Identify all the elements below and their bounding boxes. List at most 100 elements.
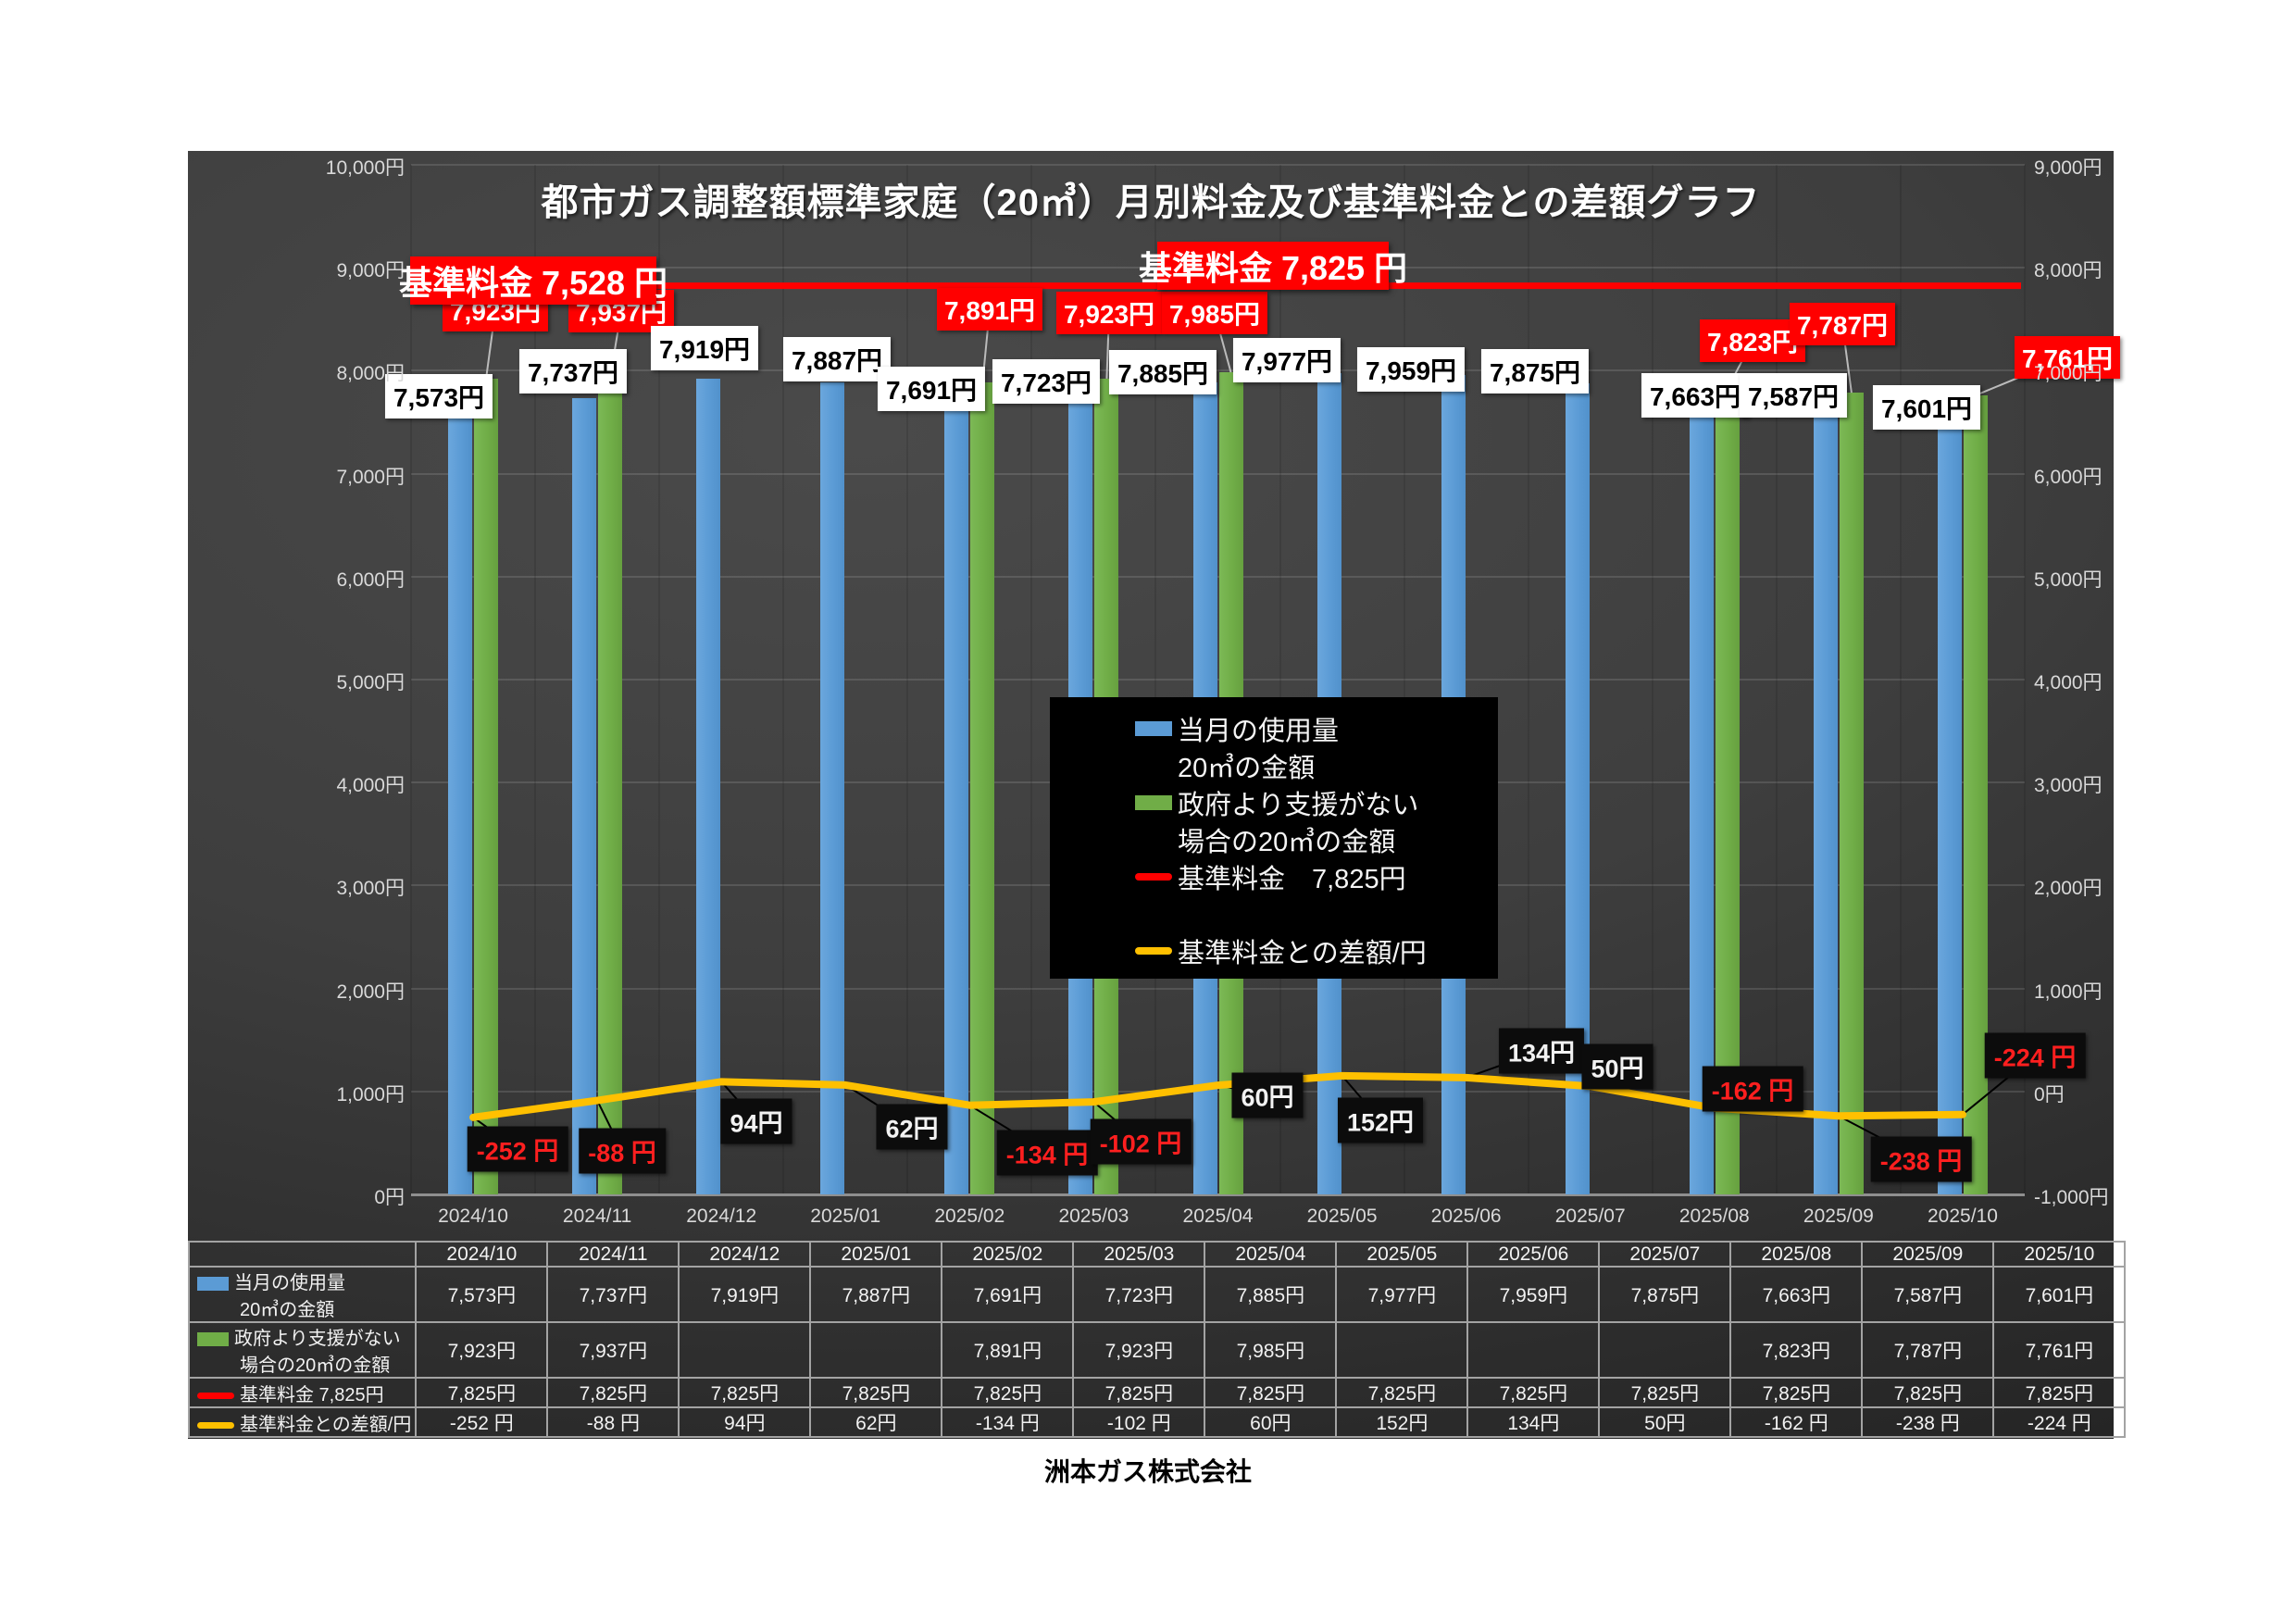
- legend-row: 場合の20㎥の金額: [1050, 821, 1498, 858]
- plot-band-separator: [534, 165, 537, 1194]
- plot-band-separator: [658, 165, 661, 1194]
- label-current-2025/08: 7,663円: [1641, 373, 1750, 418]
- bar-current-month-2025/08: [1689, 405, 1714, 1194]
- x-axis-label-2024/12: 2024/12: [686, 1206, 757, 1227]
- label-current-2024/10: 7,573円: [384, 374, 493, 418]
- table-cell: -102 円: [1072, 1406, 1206, 1438]
- left-axis-tick-6000: 6,000円: [336, 568, 405, 591]
- legend-green-bar-swatch: [197, 1332, 229, 1347]
- bar-no-subsidy-2024/11: [598, 377, 623, 1194]
- label-no-subsidy-2025/02: 7,891円: [936, 288, 1043, 331]
- left-axis-tick-10000: 10,000円: [325, 157, 405, 179]
- bar-no-subsidy-2025/09: [1839, 393, 1864, 1194]
- label-current-2025/02: 7,691円: [877, 367, 986, 411]
- table-row: 基準料金 7,825円 7,825円 7,825円 7,825円 7,825円 7,825…: [187, 1377, 2127, 1408]
- bar-current-month-2025/01: [820, 381, 845, 1194]
- legend-yellow-line-swatch: [1135, 947, 1172, 955]
- plot-band-separator: [1030, 165, 1033, 1194]
- table-cell: 134円: [1466, 1406, 1601, 1438]
- plot-band-separator: [410, 165, 412, 1194]
- row-label-line: 20㎥の金額: [240, 1300, 335, 1320]
- legend-row: 20㎥の金額: [1050, 747, 1498, 784]
- table-cell: 7,825円: [546, 1377, 680, 1408]
- x-axis-label-2025/03: 2025/03: [1058, 1206, 1129, 1227]
- label-difference-2025/01: 62円: [876, 1104, 948, 1150]
- x-axis-label-2025/04: 2025/04: [1182, 1206, 1254, 1227]
- table-cell: 7,737円: [546, 1266, 680, 1323]
- x-axis-label-2025/10: 2025/10: [1927, 1206, 1998, 1227]
- x-axis-label-2025/06: 2025/06: [1430, 1206, 1502, 1227]
- legend-yellow-line-swatch: [197, 1421, 234, 1429]
- table-month-header: 2024/11: [546, 1241, 680, 1268]
- table-cell: 7,723円: [1072, 1266, 1206, 1323]
- legend-label: 当月の使用量: [1178, 717, 1340, 746]
- legend: 当月の使用量 20㎥の金額 政府より支援がない 場合の20㎥の金額 基準料金 7,825…: [1050, 697, 1498, 979]
- gridline: [411, 987, 2025, 990]
- right-axis-tick-3000: 3,000円: [2034, 775, 2103, 797]
- table-cell: 7,825円: [1335, 1377, 1469, 1408]
- bar-no-subsidy-2024/10: [474, 378, 499, 1194]
- table-cell: [1335, 1321, 1469, 1379]
- label-no-subsidy-2025/08: 7,823円: [1699, 319, 1806, 362]
- table-cell: 7,825円: [678, 1377, 812, 1408]
- label-current-2025/09: 7,587円: [1739, 373, 1848, 418]
- row-label-line: 当月の使用量: [234, 1273, 345, 1293]
- label-difference-2025/09: -238 円: [1870, 1136, 1972, 1182]
- label-difference-2025/02: -134 円: [996, 1130, 1098, 1176]
- left-axis-tick-1000: 1,000円: [336, 1083, 405, 1106]
- legend-blue-bar-swatch: [197, 1277, 229, 1292]
- table-cell: 7,825円: [415, 1377, 549, 1408]
- left-axis-tick-2000: 2,000円: [336, 981, 405, 1003]
- x-axis-label-2024/11: 2024/11: [562, 1206, 632, 1227]
- x-axis-line: [411, 1193, 2025, 1196]
- label-difference-2025/04: 60円: [1231, 1072, 1304, 1118]
- label-current-2025/01: 7,887円: [782, 337, 892, 381]
- legend-green-bar-swatch: [1135, 795, 1172, 810]
- table-cell: 7,825円: [1861, 1377, 1995, 1408]
- legend-row: [1050, 895, 1498, 932]
- left-axis-tick-4000: 4,000円: [336, 775, 405, 797]
- table-cell: 62円: [809, 1406, 943, 1438]
- plot-band-separator: [906, 165, 909, 1194]
- right-axis-tick--1000: -1,000円: [2034, 1187, 2109, 1208]
- label-current-2025/04: 7,885円: [1108, 350, 1217, 394]
- plot-band-separator: [1775, 165, 1778, 1194]
- table-cell: 7,825円: [809, 1377, 943, 1408]
- table-cell: 7,887円: [809, 1266, 943, 1323]
- table-cell: -224 円: [1992, 1406, 2127, 1438]
- label-difference-2025/06: 134円: [1498, 1028, 1585, 1074]
- left-axis-tick-9000: 9,000円: [336, 260, 405, 282]
- label-no-subsidy-2025/09: 7,787円: [1789, 303, 1896, 345]
- table-cell: 7,959円: [1466, 1266, 1601, 1323]
- left-axis-tick-0: 0円: [374, 1187, 405, 1208]
- table-cell: 7,825円: [941, 1377, 1075, 1408]
- label-current-2025/05: 7,977円: [1232, 338, 1341, 382]
- bar-current-month-2025/02: [944, 402, 969, 1194]
- table-corner-cell: [187, 1241, 418, 1268]
- table-cell: 7,977円: [1335, 1266, 1469, 1323]
- right-axis-tick-2000: 2,000円: [2034, 878, 2103, 900]
- legend-row: 基準料金との差額/円: [1050, 932, 1498, 969]
- table-row-label: 基準料金 7,825円: [187, 1377, 418, 1408]
- company-name: 洲本ガス株式会社: [1043, 1457, 1252, 1486]
- x-axis-label-2025/09: 2025/09: [1803, 1206, 1874, 1227]
- gridline: [411, 575, 2025, 578]
- legend-red-line-swatch: [1135, 873, 1172, 881]
- table-month-header: 2025/08: [1729, 1241, 1864, 1268]
- table-cell: 7,691円: [941, 1266, 1075, 1323]
- label-difference-2025/10: -224 円: [1984, 1032, 2086, 1079]
- left-axis-tick-8000: 8,000円: [336, 363, 405, 385]
- row-label-line: 基準料金 7,825円: [240, 1384, 384, 1405]
- table-month-header: 2025/01: [809, 1241, 943, 1268]
- row-label-line: 政府より支援がない: [234, 1329, 401, 1349]
- x-axis-label-2025/05: 2025/05: [1306, 1206, 1378, 1227]
- legend-label: 20㎥の金額: [1178, 754, 1316, 783]
- table-month-header: 2025/04: [1204, 1241, 1338, 1268]
- left-axis-tick-3000: 3,000円: [336, 878, 405, 900]
- table-month-header: 2025/02: [941, 1241, 1075, 1268]
- table-cell: 60円: [1204, 1406, 1338, 1438]
- right-axis-tick-7000: 7,000円: [2034, 363, 2103, 385]
- label-current-2025/10: 7,601円: [1872, 385, 1981, 430]
